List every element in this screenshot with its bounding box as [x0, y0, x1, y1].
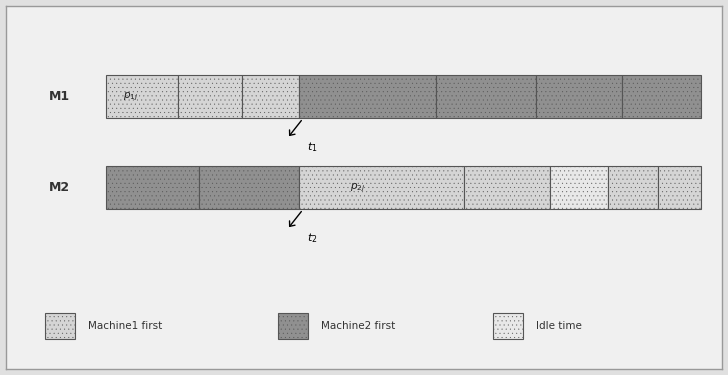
Bar — [550, 166, 608, 209]
Bar — [299, 166, 464, 209]
Text: Machine2 first: Machine2 first — [321, 321, 395, 331]
Bar — [242, 75, 299, 118]
Bar — [536, 75, 622, 118]
Bar — [299, 75, 435, 118]
Bar — [608, 166, 658, 209]
Bar — [278, 313, 308, 339]
Bar — [435, 75, 536, 118]
Bar — [493, 313, 523, 339]
Bar — [658, 166, 701, 209]
Bar — [45, 313, 75, 339]
Bar — [622, 75, 701, 118]
Text: $p_{2j}$: $p_{2j}$ — [349, 181, 365, 194]
Bar — [178, 75, 242, 118]
Text: $t_1$: $t_1$ — [306, 140, 317, 154]
Text: Machine1 first: Machine1 first — [88, 321, 162, 331]
Bar — [106, 166, 199, 209]
Bar — [199, 166, 299, 209]
Text: Idle time: Idle time — [536, 321, 582, 331]
Bar — [106, 75, 178, 118]
Text: $p_{1j}$: $p_{1j}$ — [123, 90, 138, 103]
Bar — [464, 166, 550, 209]
Text: M2: M2 — [49, 181, 70, 194]
Text: M1: M1 — [49, 90, 70, 103]
Text: $t_2$: $t_2$ — [306, 231, 317, 245]
